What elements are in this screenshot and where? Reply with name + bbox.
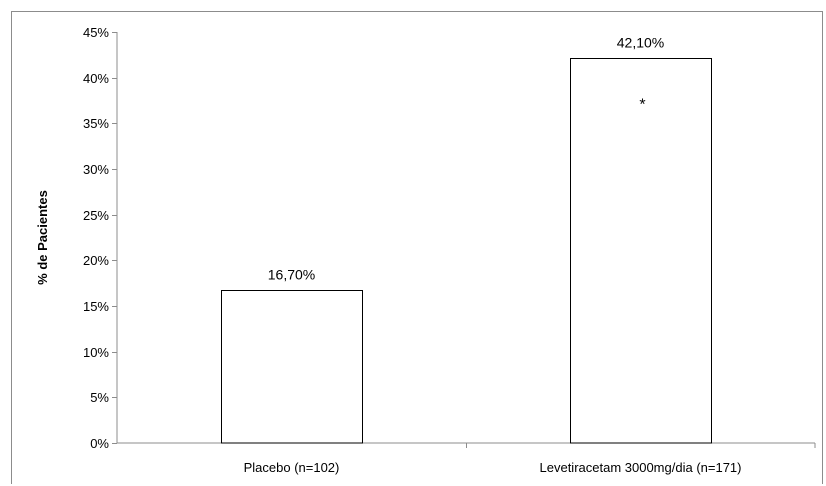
y-tick-label: 20% (83, 253, 109, 268)
x-category-label: Levetiracetam 3000mg/dia (n=171) (540, 460, 742, 475)
y-axis-title: % de Pacientes (35, 190, 50, 285)
x-category-label: Placebo (n=102) (244, 460, 340, 475)
chart-frame (11, 11, 823, 484)
data-labels: 16,70% 42,10% (268, 34, 664, 282)
y-tick-label: 25% (83, 208, 109, 223)
y-tick-label: 35% (83, 116, 109, 131)
annotations: * (639, 96, 645, 113)
y-tick-label: 45% (83, 25, 109, 40)
y-tick-label: 10% (83, 345, 109, 360)
y-tick-label: 30% (83, 162, 109, 177)
bar-value-label: 16,70% (268, 266, 315, 282)
significance-asterisk: * (639, 96, 645, 113)
bar (570, 58, 712, 444)
bars (221, 58, 712, 444)
x-tick-labels: Placebo (n=102) Levetiracetam 3000mg/dia … (244, 460, 742, 475)
y-tick-label: 5% (90, 390, 109, 405)
y-tick-label: 15% (83, 299, 109, 314)
bar-value-label: 42,10% (617, 34, 664, 50)
bar (221, 290, 363, 444)
y-tick-label: 0% (90, 436, 109, 451)
y-tick-label: 40% (83, 71, 109, 86)
y-ticks: 0% 5% 10% 15% 20% 25% 30% 35% 40% 45% (83, 25, 117, 451)
